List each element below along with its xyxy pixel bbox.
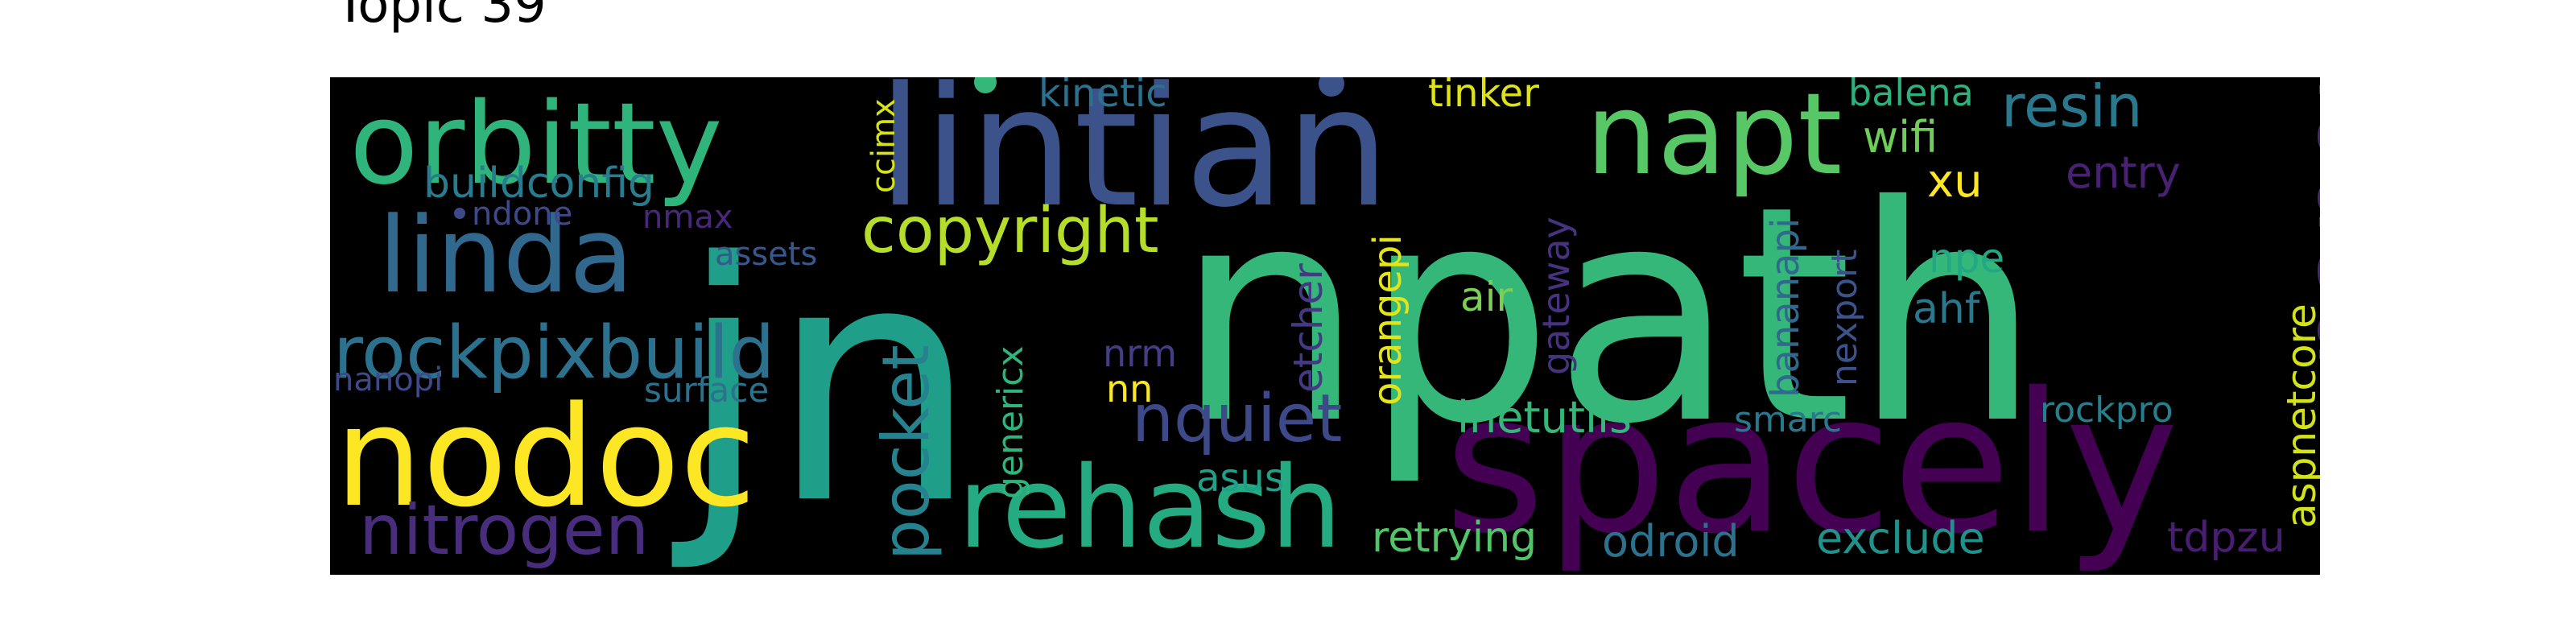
word-rehash: rehash <box>958 443 1342 574</box>
word-odroid: odroid <box>1602 516 1740 567</box>
word-smarc: smarc <box>1734 399 1843 440</box>
word-buildconfig: buildconfig <box>423 159 654 208</box>
word-nodoc: nodoc <box>335 376 757 538</box>
word-balena: balena <box>1848 77 1974 114</box>
word-air: air <box>1460 274 1513 320</box>
word-orangepi: orangepi <box>1365 234 1410 406</box>
word-ccimx: ccimx <box>865 98 902 193</box>
word-resin: resin <box>2001 77 2143 140</box>
word-ahf: ahf <box>1913 285 1980 333</box>
word-rockpro: rockpro <box>2040 390 2174 431</box>
word-tinker: tinker <box>1428 77 1539 116</box>
word-orbitty: orbitty <box>349 79 723 210</box>
word-npe: npe <box>1929 235 2005 282</box>
word-npath: npath <box>1175 143 2041 489</box>
word-pocket: pocket <box>869 345 943 560</box>
word-wifi: wifi <box>1863 112 1938 163</box>
word-spacely: spacely <box>1444 351 2179 575</box>
word-jn: jn <box>678 192 979 575</box>
word-aspnetcore: aspnetcore <box>2278 303 2320 528</box>
word-nanopi: nanopi <box>333 361 444 398</box>
word-ndone-bullet <box>454 208 465 219</box>
word-ndone: ndone <box>472 196 573 233</box>
word-asus: asus <box>1196 456 1285 501</box>
word-nrm: nrm <box>1103 332 1178 375</box>
word-kinetic: kinetic <box>1038 77 1167 116</box>
word-entry: entry <box>2066 147 2181 198</box>
word-assets: assets <box>715 236 818 273</box>
word-nitrogen: nitrogen <box>359 490 650 571</box>
word-linda: linda <box>378 194 634 316</box>
word-inetutils: inetutils <box>1457 392 1633 443</box>
word-xu: xu <box>1927 155 1983 208</box>
word-gateway: gateway <box>1534 217 1578 375</box>
word-surface: surface <box>644 370 770 410</box>
word-cloud: npath jn spacely lintian nodoc orbitty r… <box>330 77 2320 575</box>
word-napt: napt <box>1586 77 1843 200</box>
word-rockpixbuild: rockpixbuild <box>333 311 775 395</box>
word-nn: nn <box>1106 367 1154 411</box>
word-nquiet: nquiet <box>1132 381 1343 457</box>
word-nmax: nmax <box>642 199 733 236</box>
word-retrying: retrying <box>1372 514 1538 562</box>
word-etcher: etcher <box>1285 263 1331 393</box>
dot-decor-1 <box>974 77 997 93</box>
word-bananapi: bananapi <box>1763 217 1808 398</box>
word-nexport: nexport <box>1824 249 1865 386</box>
word-exclude: exclude <box>1816 513 1985 564</box>
word-copyright: copyright <box>861 195 1159 267</box>
word-lintian: lintian <box>877 77 1390 244</box>
word-genericx: genericx <box>990 345 1031 499</box>
page-title: Topic 39 <box>335 0 547 35</box>
word-tdpzu: tdpzu <box>2167 514 2285 562</box>
